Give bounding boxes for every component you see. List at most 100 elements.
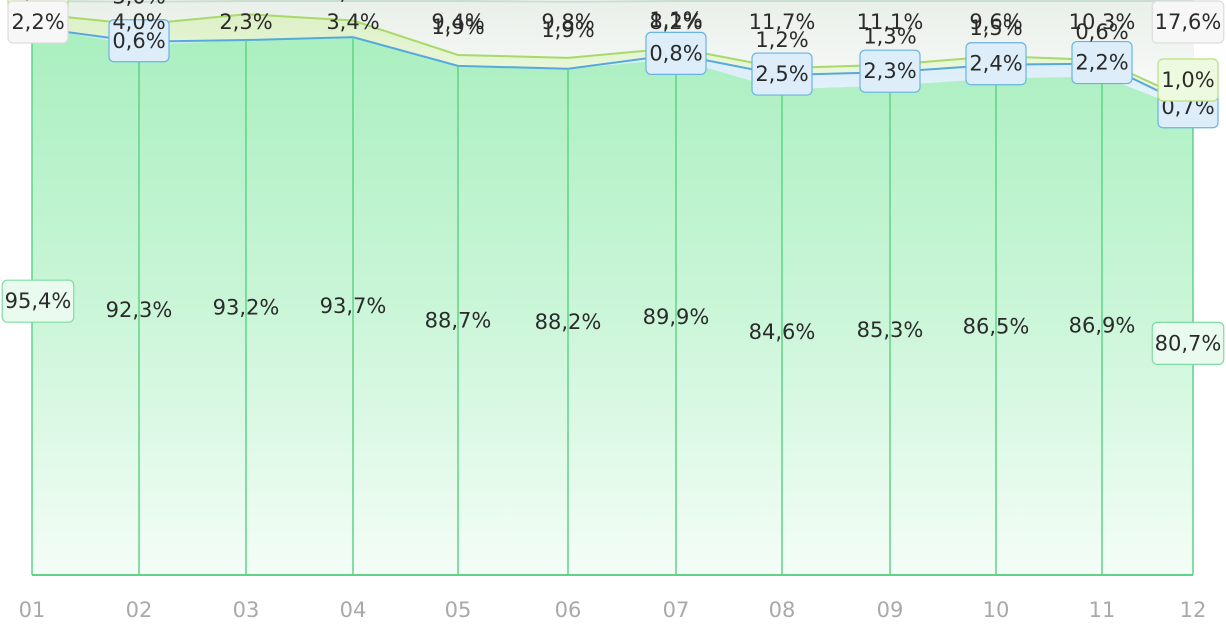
label-lime-05: 1,9%: [431, 15, 484, 39]
label-blue-07: 0,8%: [645, 31, 707, 75]
svg-text:80,7%: 80,7%: [1155, 331, 1222, 355]
svg-text:1,9%: 1,9%: [541, 18, 594, 42]
svg-text:8,2%: 8,2%: [649, 10, 702, 34]
x-tick-03: 03: [233, 598, 260, 622]
svg-text:1,3%: 1,3%: [863, 25, 916, 49]
label-grey-04: 3,4%: [326, 10, 379, 34]
label-base-05: 88,7%: [425, 308, 492, 332]
svg-text:1,9%: 1,9%: [431, 15, 484, 39]
label-base-06: 88,2%: [535, 310, 602, 334]
green-stems: [31, 27, 1194, 576]
svg-text:3,4%: 3,4%: [326, 10, 379, 34]
label-grey-02: 4,0%: [112, 10, 165, 34]
label-lime-12: 1,0%: [1157, 58, 1219, 102]
svg-text:9,8%: 9,8%: [541, 10, 594, 34]
line-grey: [31, 0, 1193, 3]
label-lime-11: 0,6%: [1075, 20, 1128, 44]
svg-text:3,0%: 3,0%: [112, 0, 165, 9]
svg-text:86,5%: 86,5%: [963, 315, 1030, 339]
label-blue-08: 2,5%: [751, 52, 813, 96]
label-grey-01: 2,2%: [7, 0, 69, 44]
svg-text:10,3%: 10,3%: [1069, 10, 1136, 34]
svg-text:2,2%: 2,2%: [1075, 51, 1128, 75]
label-base-08: 84,6%: [749, 320, 816, 344]
svg-text:88,2%: 88,2%: [535, 310, 602, 334]
svg-text:4,0%: 4,0%: [112, 10, 165, 34]
label-base-02: 92,3%: [106, 298, 173, 322]
x-tick-11: 11: [1089, 598, 1116, 622]
svg-text:92,3%: 92,3%: [106, 298, 173, 322]
svg-text:2,5%: 2,5%: [755, 62, 808, 86]
x-tick-12: 12: [1180, 598, 1207, 622]
label-grey-10: 9,6%: [969, 10, 1022, 34]
label-base-03: 93,2%: [213, 296, 280, 320]
x-tick-07: 07: [663, 598, 690, 622]
label-grey-08: 11,7%: [749, 10, 816, 34]
label-grey-05: 9,4%: [431, 10, 484, 34]
label-grey-03: 2,3%: [219, 10, 272, 34]
svg-text:2,9%: 2,9%: [326, 0, 379, 5]
label-grey-07: 8,2%: [649, 10, 702, 34]
label-blue-09: 2,3%: [859, 49, 921, 93]
svg-text:85,3%: 85,3%: [857, 318, 924, 342]
x-axis-ticks: 01 02 03 04 05 06 07 08 09 10 11 12: [19, 598, 1207, 622]
x-tick-06: 06: [555, 598, 582, 622]
label-grey-06: 9,8%: [541, 10, 594, 34]
label-base-12: 80,7%: [1151, 321, 1225, 365]
svg-text:1,2%: 1,2%: [755, 28, 808, 52]
svg-text:0,6%: 0,6%: [1075, 20, 1128, 44]
svg-text:11,7%: 11,7%: [749, 10, 816, 34]
area-blue: [32, 27, 1193, 112]
area-grey: [32, 1, 1193, 103]
data-labels: 95,4%2,4%2,2%92,3%0,6%3,0%4,0%93,2%4,5%2…: [1, 0, 1225, 365]
label-base-07: 89,9%: [643, 305, 710, 329]
svg-text:2,2%: 2,2%: [11, 10, 64, 34]
svg-text:84,6%: 84,6%: [749, 320, 816, 344]
label-base-11: 86,9%: [1069, 314, 1136, 338]
svg-text:9,6%: 9,6%: [969, 10, 1022, 34]
label-lime-09: 1,3%: [863, 25, 916, 49]
svg-text:95,4%: 95,4%: [5, 289, 72, 313]
label-lime-10: 1,5%: [969, 16, 1022, 40]
x-tick-02: 02: [126, 598, 153, 622]
svg-text:86,9%: 86,9%: [1069, 314, 1136, 338]
label-grey-09: 11,1%: [857, 10, 924, 34]
label-base-09: 85,3%: [857, 318, 924, 342]
svg-text:1,0%: 1,0%: [1161, 68, 1214, 92]
label-lime-08: 1,2%: [755, 28, 808, 52]
svg-text:9,4%: 9,4%: [431, 10, 484, 34]
svg-text:0,8%: 0,8%: [649, 41, 702, 65]
label-lime-02: 3,0%: [112, 0, 165, 9]
label-lime-06: 1,9%: [541, 18, 594, 42]
svg-text:89,9%: 89,9%: [643, 305, 710, 329]
x-tick-05: 05: [445, 598, 472, 622]
label-base-01: 95,4%: [1, 279, 75, 323]
svg-text:17,6%: 17,6%: [1155, 10, 1222, 34]
label-lime-04: 2,9%: [326, 0, 379, 5]
x-tick-08: 08: [769, 598, 796, 622]
area-green: [32, 27, 1193, 576]
label-grey-12: 17,6%: [1151, 0, 1225, 44]
svg-text:1,5%: 1,5%: [969, 16, 1022, 40]
svg-text:93,2%: 93,2%: [213, 296, 280, 320]
x-tick-04: 04: [340, 598, 367, 622]
svg-text:2,3%: 2,3%: [219, 10, 272, 34]
svg-text:11,1%: 11,1%: [857, 10, 924, 34]
label-base-10: 86,5%: [963, 315, 1030, 339]
svg-text:0,6%: 0,6%: [112, 29, 165, 53]
x-tick-10: 10: [983, 598, 1010, 622]
svg-text:1,1%: 1,1%: [649, 8, 702, 32]
svg-text:2,4%: 2,4%: [969, 52, 1022, 76]
label-blue-02: 0,6%: [108, 19, 170, 63]
x-tick-01: 01: [19, 598, 46, 622]
label-blue-10: 2,4%: [965, 42, 1027, 86]
label-base-04: 93,7%: [320, 294, 387, 318]
svg-text:88,7%: 88,7%: [425, 308, 492, 332]
label-blue-11: 2,2%: [1071, 40, 1133, 85]
x-tick-09: 09: [877, 598, 904, 622]
label-grey-11: 10,3%: [1069, 10, 1136, 34]
area-layers: [32, 1, 1193, 576]
svg-text:93,7%: 93,7%: [320, 294, 387, 318]
svg-text:2,3%: 2,3%: [863, 59, 916, 83]
